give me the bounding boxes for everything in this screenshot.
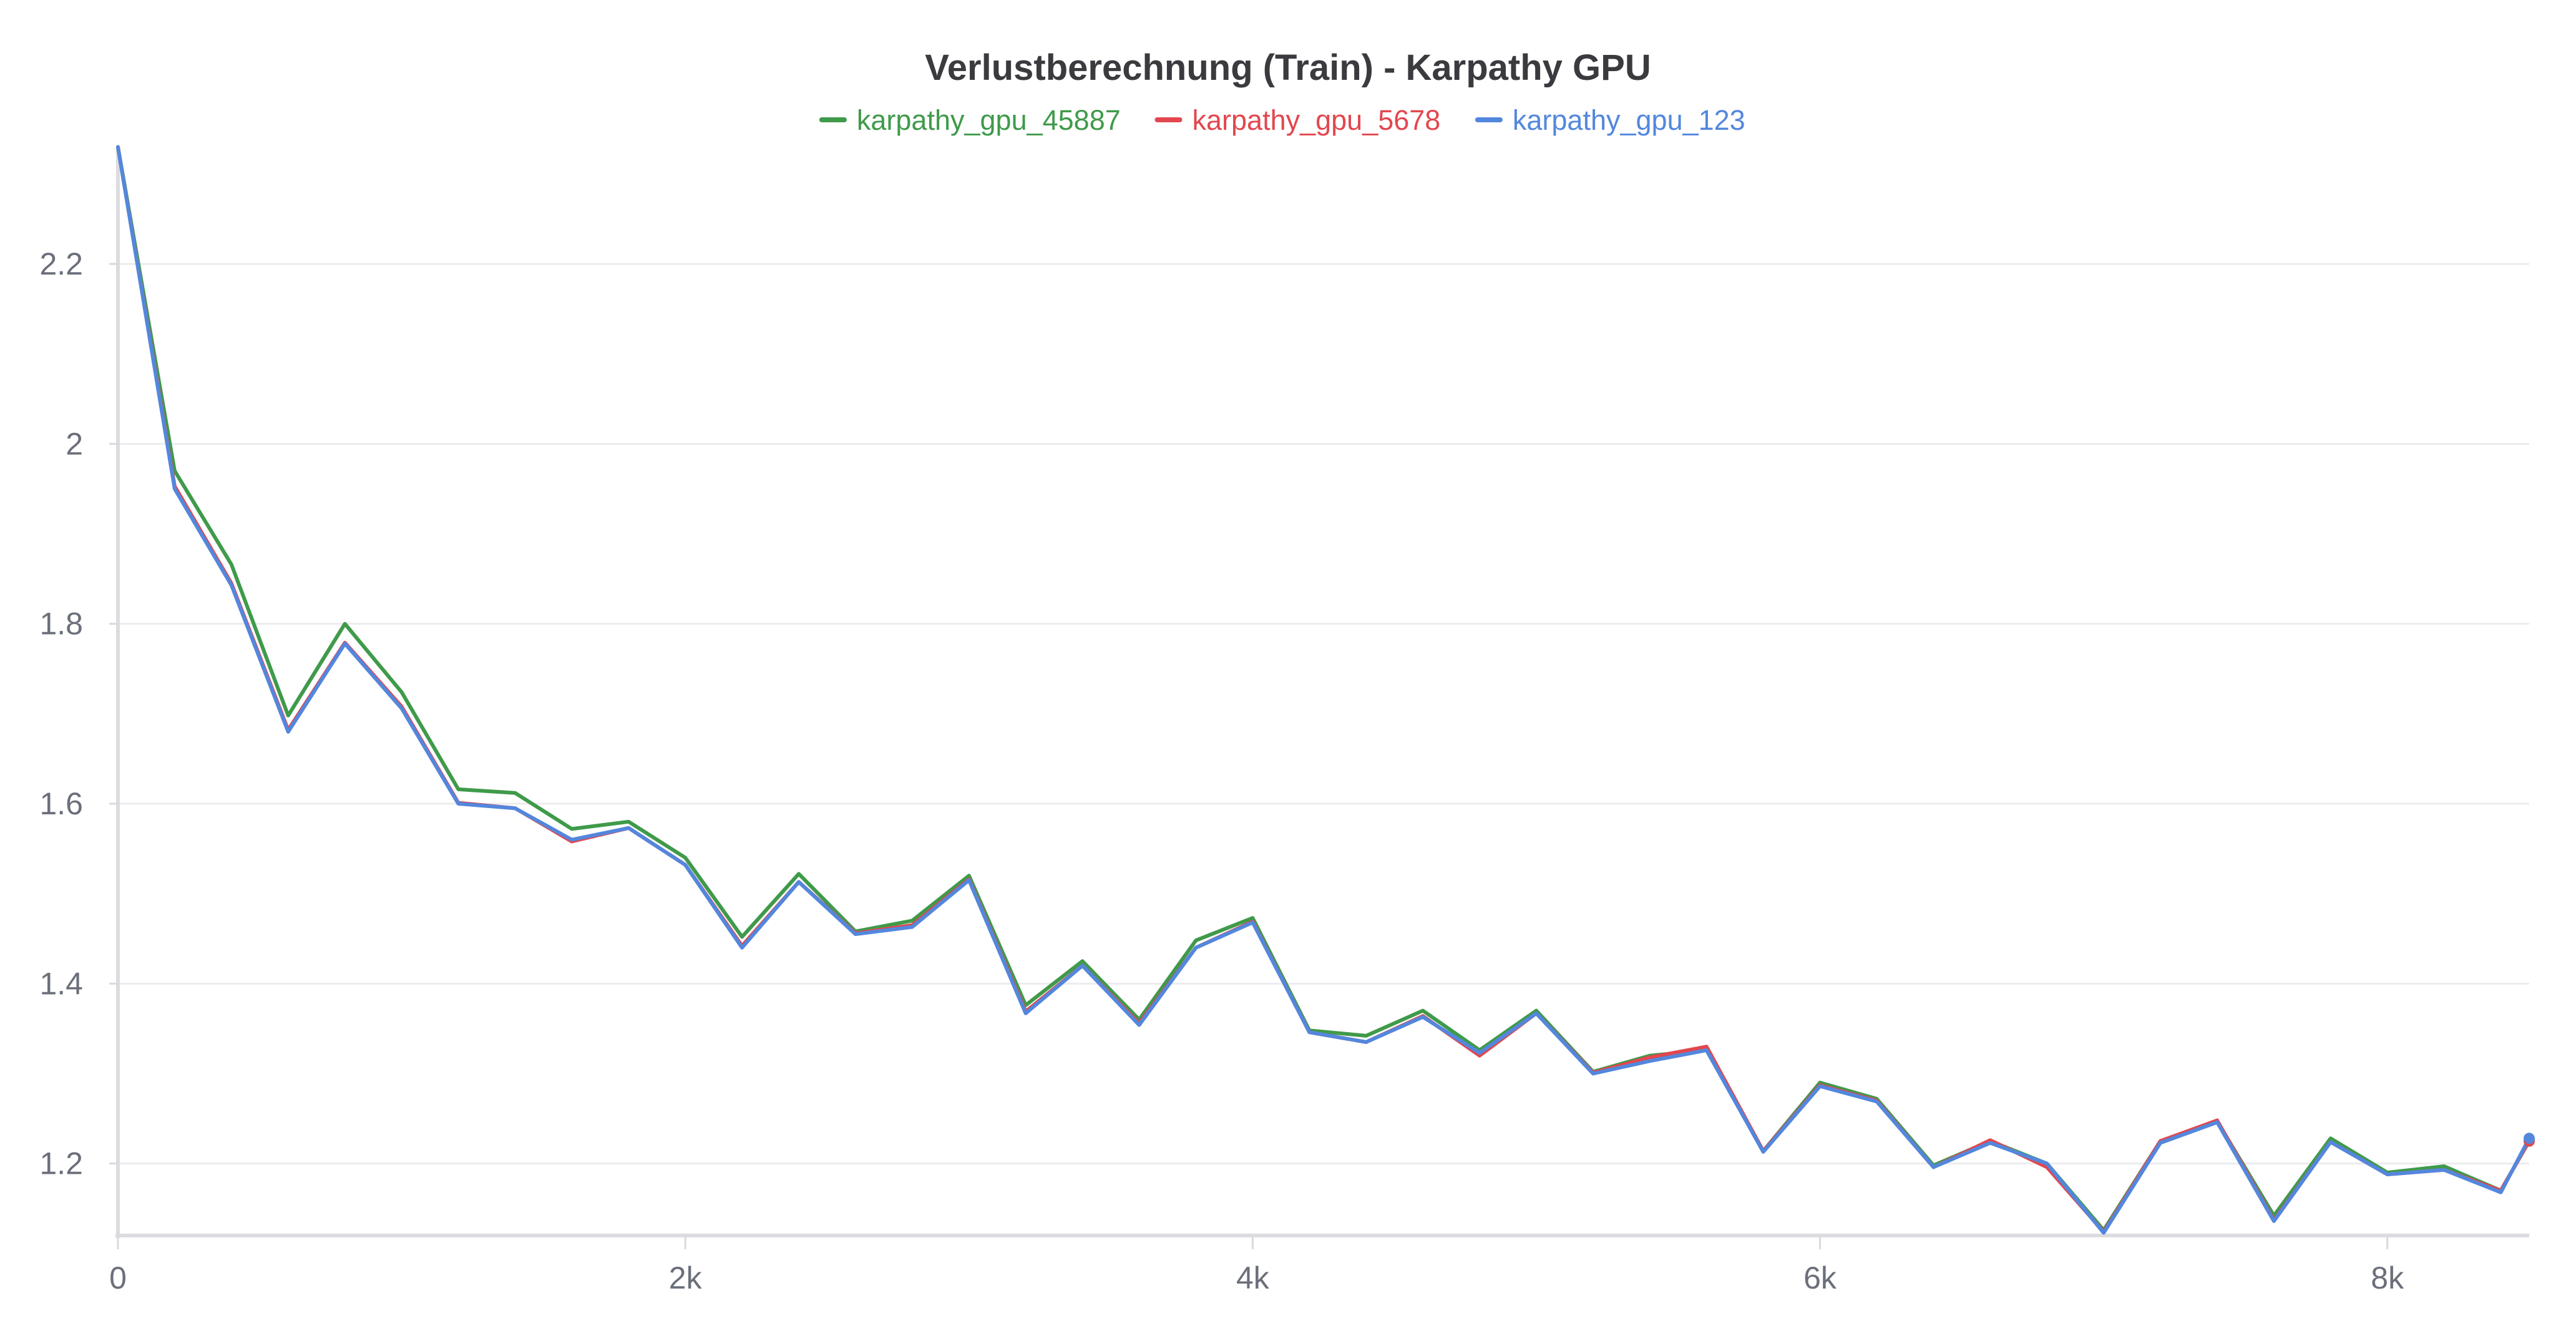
series-end-point — [2524, 1133, 2535, 1144]
y-tick-label: 1.2 — [39, 1146, 83, 1181]
y-tick-label: 1.4 — [39, 966, 83, 1001]
series-line — [116, 145, 2531, 1235]
chart-title: Verlustberechnung (Train) - Karpathy GPU — [925, 47, 1651, 88]
x-tick-label: 2k — [669, 1260, 703, 1295]
axes — [115, 150, 2529, 1238]
y-axis-ticks: 1.2 1.4 1.6 1.8 2 2.2 — [39, 246, 118, 1181]
legend: karpathy_gpu_45887 karpathy_gpu_5678 karpa… — [819, 104, 1745, 136]
series-line — [116, 145, 2531, 1232]
x-tick-label: 6k — [1803, 1260, 1837, 1295]
x-axis-ticks: 0 2k 4k 6k 8k — [109, 1236, 2404, 1295]
series-lines — [116, 145, 2531, 1235]
x-tick-label: 4k — [1236, 1260, 1270, 1295]
x-tick-label: 8k — [2371, 1260, 2404, 1295]
y-tick-label: 2 — [66, 426, 83, 461]
x-tick-label: 0 — [109, 1260, 127, 1295]
end-markers — [2524, 1133, 2535, 1147]
series-line — [116, 145, 2531, 1234]
gridlines — [118, 263, 2529, 1165]
legend-label: karpathy_gpu_5678 — [1193, 104, 1441, 136]
legend-label: karpathy_gpu_45887 — [857, 104, 1121, 136]
legend-label: karpathy_gpu_123 — [1513, 104, 1745, 136]
y-tick-label: 2.2 — [39, 246, 83, 281]
y-tick-label: 1.8 — [39, 607, 83, 641]
y-tick-label: 1.6 — [39, 786, 83, 821]
